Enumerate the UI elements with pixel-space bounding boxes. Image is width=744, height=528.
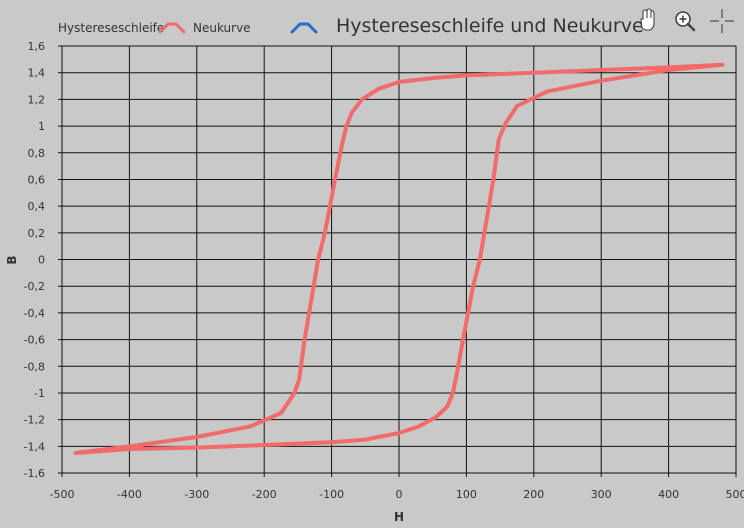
x-tick-label: 400 <box>658 488 679 501</box>
y-tick-label: 1 <box>38 120 45 133</box>
y-axis-label: B <box>5 255 19 264</box>
y-tick-label: 0,2 <box>28 227 46 240</box>
x-tick-label: 200 <box>523 488 544 501</box>
x-tick-label: -500 <box>50 488 75 501</box>
legend-swatch-hystereseschleife <box>158 22 186 34</box>
x-tick-label: 300 <box>591 488 612 501</box>
y-tick-label: -0,6 <box>24 334 45 347</box>
series-line-0 <box>73 62 725 455</box>
series <box>73 62 725 455</box>
y-tick-label: -1,6 <box>24 467 45 480</box>
legend: Hystereseschleife Neukurve <box>58 21 318 35</box>
x-tick-label: 100 <box>456 488 477 501</box>
y-tick-label: 0,6 <box>28 173 46 186</box>
legend-label-hystereseschleife: Hystereseschleife <box>58 21 164 35</box>
y-tick-label: 1,6 <box>28 40 46 53</box>
y-tick-label: 0,4 <box>28 200 46 213</box>
x-tick-label: 0 <box>396 488 403 501</box>
x-tick-label: -400 <box>117 488 142 501</box>
y-tick-label: -1 <box>34 387 45 400</box>
x-tick-label: 500 <box>726 488 744 501</box>
y-tick-label: -1,2 <box>24 414 45 427</box>
x-axis-label: H <box>394 510 404 524</box>
tick-labels: -500 -400 -300 -200 -100 0 100 200 300 400 500 -1,6… <box>24 40 744 501</box>
y-tick-label: 0,8 <box>28 147 46 160</box>
legend-label-neukurve: Neukurve <box>193 21 251 35</box>
chart-title: Hystereseschleife und Neukurve <box>336 15 644 37</box>
y-tick-label: -0,2 <box>24 280 45 293</box>
zoom-in-icon[interactable] <box>673 9 697 33</box>
chart-toolbar <box>636 8 734 33</box>
y-tick-label: -0,8 <box>24 360 45 373</box>
y-tick-label: -0,4 <box>24 307 45 320</box>
y-tick-label: 1,4 <box>28 67 46 80</box>
x-tick-label: -300 <box>184 488 209 501</box>
y-tick-label: -1,4 <box>24 440 45 453</box>
x-tick-label: -100 <box>319 488 344 501</box>
y-tick-label: 1,2 <box>28 93 46 106</box>
x-tick-label: -200 <box>252 488 277 501</box>
y-tick-label: 0 <box>38 254 45 267</box>
crosshair-icon[interactable] <box>710 9 734 33</box>
hand-pan-icon[interactable] <box>636 8 658 32</box>
legend-swatch-neukurve <box>290 22 318 34</box>
